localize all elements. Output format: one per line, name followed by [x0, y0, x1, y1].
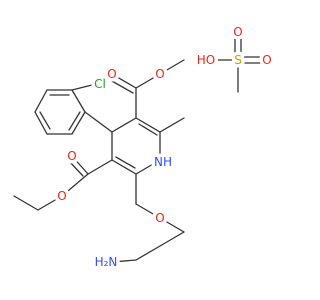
bonds: [13, 31, 267, 263]
atom-label: Cl: [94, 77, 106, 91]
atom-label: S: [234, 53, 242, 67]
atom-label: O: [155, 67, 164, 81]
atom-labels: O O O O Cl NH O H₂N HO S O O: [54, 22, 275, 273]
atom-label: HO: [197, 53, 215, 67]
atom-label: O: [57, 189, 66, 203]
atom-label: O: [262, 53, 271, 67]
atom-label: NH: [154, 155, 172, 169]
atom-label: O: [233, 25, 242, 39]
molecule-diagram: O O O O Cl NH O H₂N HO S O O: [13, 22, 275, 273]
atom-label: O: [107, 67, 116, 81]
atom-label: O: [67, 149, 76, 163]
atom-label: O: [155, 211, 164, 225]
atom-label: H₂N: [95, 255, 118, 269]
